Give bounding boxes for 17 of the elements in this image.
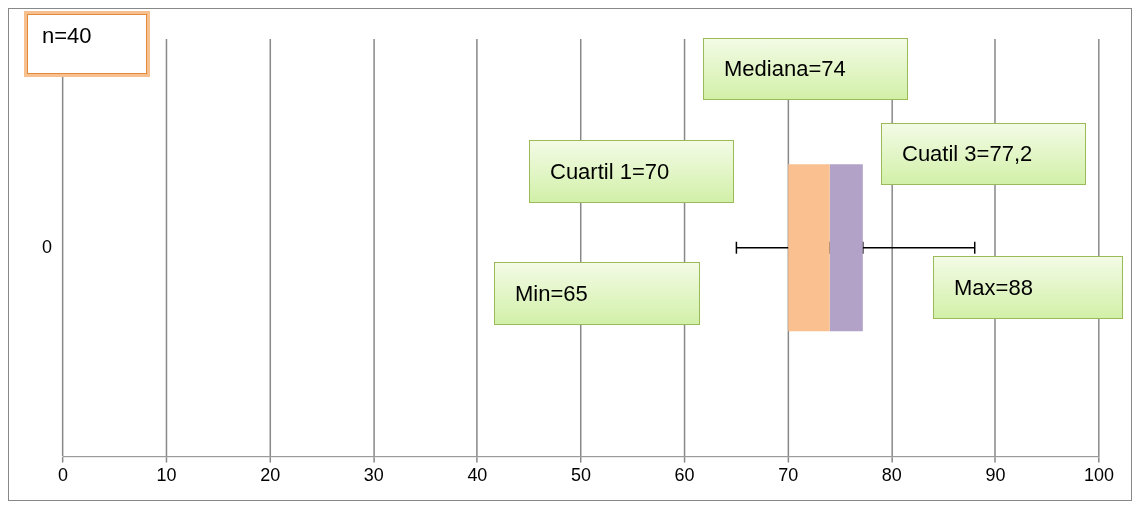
callout: Min=65	[494, 262, 700, 325]
x-tick-label: 60	[674, 465, 695, 486]
callout: Mediana=74	[703, 38, 908, 100]
x-tick-label: 30	[363, 465, 384, 486]
x-tick-label: 70	[778, 465, 799, 486]
x-tick-label: 80	[881, 465, 902, 486]
callout: Cuartil 1=70	[529, 140, 734, 203]
callout: Cuatil 3=77,2	[881, 123, 1086, 185]
x-tick-label: 100	[1084, 465, 1115, 486]
x-tick-label: 20	[260, 465, 281, 486]
callout: n=40	[27, 14, 147, 74]
x-tick-label: 50	[570, 465, 591, 486]
x-tick-label: 40	[467, 465, 488, 486]
x-tick-label: 0	[57, 465, 68, 486]
callout: Max=88	[933, 256, 1123, 319]
x-tick-label: 90	[985, 465, 1006, 486]
x-tick-label: 10	[156, 465, 177, 486]
